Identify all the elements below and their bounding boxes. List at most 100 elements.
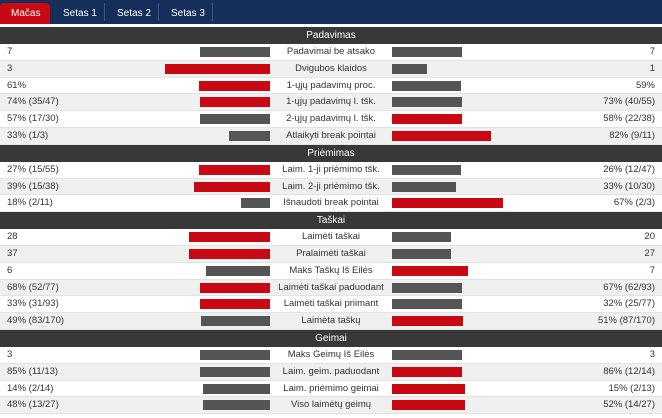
away-bar — [392, 114, 462, 125]
away-bar — [392, 383, 465, 394]
stat-label: Laimėti taškai paduodant — [278, 281, 384, 293]
stat-label: Viso laimėtų geimų — [290, 399, 372, 411]
away-bar — [392, 47, 462, 57]
home-bar — [241, 198, 270, 209]
home-value: 28 — [7, 231, 18, 243]
away-bar — [392, 316, 463, 327]
away-bar — [392, 181, 456, 192]
home-bar — [194, 181, 270, 192]
home-bar — [229, 130, 270, 141]
stat-row: 68% (52/77) Laimėti taškai paduodant 67% (… — [0, 279, 662, 297]
away-value: 52% (14/27) — [603, 399, 655, 411]
stat-row: 27% (15/55) Laim. 1-ji priėmimo tšk. 26% (… — [0, 161, 662, 179]
home-value: 85% (11/13) — [7, 365, 59, 377]
home-value: 39% (15/38) — [7, 180, 59, 192]
stat-label: 1-ųjų padavimų proc. — [286, 79, 376, 91]
stat-label: Dvigubos klaidos — [295, 62, 367, 74]
stat-label: Laim. 1-ji priėmimo tšk. — [282, 163, 380, 175]
stat-row: 33% (31/93) Laimėti taškai priimant 32% (2… — [0, 296, 662, 314]
stat-label: Maks Geimų Iš Eilės — [287, 348, 375, 360]
home-value: 33% (1/3) — [7, 129, 49, 141]
section-header: Taškai — [0, 212, 662, 230]
section-header: Priėmimas — [0, 144, 662, 162]
home-bar — [201, 316, 270, 327]
away-value: 32% (25/77) — [603, 298, 655, 310]
stat-label: 1-ųjų padavimų l. tšk. — [286, 96, 376, 108]
away-bar — [392, 63, 427, 74]
away-value: 26% (12/47) — [603, 163, 655, 175]
tab-set-1[interactable]: Setas 1 — [63, 8, 97, 19]
away-value: 3 — [649, 348, 655, 360]
away-value: 73% (40/55) — [603, 96, 655, 108]
tab-set-2[interactable]: Setas 2 — [117, 8, 151, 19]
home-bar — [199, 164, 270, 175]
stat-row: 85% (11/13) Laim. geim. paduodant 86% (12/… — [0, 363, 662, 381]
stat-label: 2-ųjų padavimų l. tšk. — [286, 113, 376, 125]
tab-divider — [212, 3, 213, 21]
stat-label: Laim. priėmimo geimai — [283, 382, 379, 394]
tab-set-3[interactable]: Setas 3 — [171, 8, 205, 19]
home-bar — [200, 114, 270, 125]
home-value: 14% (2/14) — [7, 382, 54, 394]
away-bar — [392, 349, 462, 360]
stat-row: 74% (35/47) 1-ųjų padavimų l. tšk. 73% (40… — [0, 94, 662, 112]
stat-label: Išnaudoti break pointai — [283, 197, 379, 209]
stat-label: Laim. 2-ji priėmimo tšk. — [282, 180, 380, 192]
home-value: 57% (17/30) — [7, 113, 59, 125]
home-bar — [206, 265, 270, 276]
away-bar — [392, 248, 451, 259]
away-value: 67% (2/3) — [613, 197, 655, 209]
stat-row: 28 Laimėti taškai 20 — [0, 229, 662, 246]
home-value: 37 — [7, 247, 18, 259]
home-bar — [200, 349, 270, 360]
away-bar — [392, 198, 503, 209]
away-value: 33% (10/30) — [603, 180, 655, 192]
home-value: 49% (83/170) — [7, 315, 65, 327]
home-value: 18% (2/11) — [7, 197, 53, 209]
away-bar — [392, 232, 451, 243]
away-bar — [392, 265, 468, 276]
away-bar — [392, 97, 462, 108]
stat-row: 3 Maks Geimų Iš Eilės 3 — [0, 346, 662, 364]
home-bar — [199, 80, 270, 91]
stat-row: 14% (2/14) Laim. priėmimo geimai 15% (2/13… — [0, 380, 662, 398]
stat-row: 37 Pralaimėti taškai 27 — [0, 245, 662, 263]
away-value: 27 — [644, 247, 655, 259]
home-bar — [203, 400, 270, 411]
away-value: 1 — [649, 62, 655, 74]
stat-row: 49% (83/170) Laimėta taškų 51% (87/170) — [0, 313, 662, 330]
home-value: 48% (13/27) — [7, 399, 59, 411]
away-value: 20 — [644, 231, 655, 243]
home-value: 3 — [7, 348, 13, 360]
home-bar — [200, 97, 270, 108]
home-value: 74% (35/47) — [7, 96, 59, 108]
away-bar — [392, 299, 462, 310]
away-bar — [392, 366, 462, 377]
away-value: 7 — [649, 46, 655, 57]
away-value: 59% — [635, 79, 655, 91]
section-header: Geimai — [0, 329, 662, 347]
stat-row: 61% 1-ųjų padavimų proc. 59% — [0, 77, 662, 95]
away-value: 15% (2/13) — [608, 382, 655, 394]
home-bar — [203, 383, 270, 394]
stat-row: 33% (1/3) Atlaikyti break pointai 82% (9/1… — [0, 127, 662, 145]
away-value: 86% (12/14) — [603, 365, 655, 377]
home-bar — [200, 282, 270, 293]
away-bar — [392, 80, 461, 91]
tab-match[interactable]: Mačas — [0, 3, 50, 24]
away-value: 67% (62/93) — [603, 281, 655, 293]
home-bar — [200, 47, 270, 57]
away-value: 82% (9/11) — [609, 129, 655, 141]
stat-label: Laimėti taškai priimant — [283, 298, 379, 310]
stat-row: 7 Padavimai be atsako 7 — [0, 44, 662, 61]
home-bar — [165, 63, 270, 74]
stat-row: 18% (2/11) Išnaudoti break pointai 67% (2/… — [0, 195, 662, 213]
home-bar — [200, 299, 270, 310]
home-value: 7 — [7, 46, 13, 57]
home-bar — [189, 232, 270, 243]
stat-label: Maks Taškų Iš Eilės — [289, 264, 373, 276]
stat-label: Laimėti taškai — [301, 231, 361, 243]
home-value: 68% (52/77) — [7, 281, 59, 293]
home-value: 33% (31/93) — [7, 298, 59, 310]
away-value: 58% (22/38) — [603, 113, 655, 125]
